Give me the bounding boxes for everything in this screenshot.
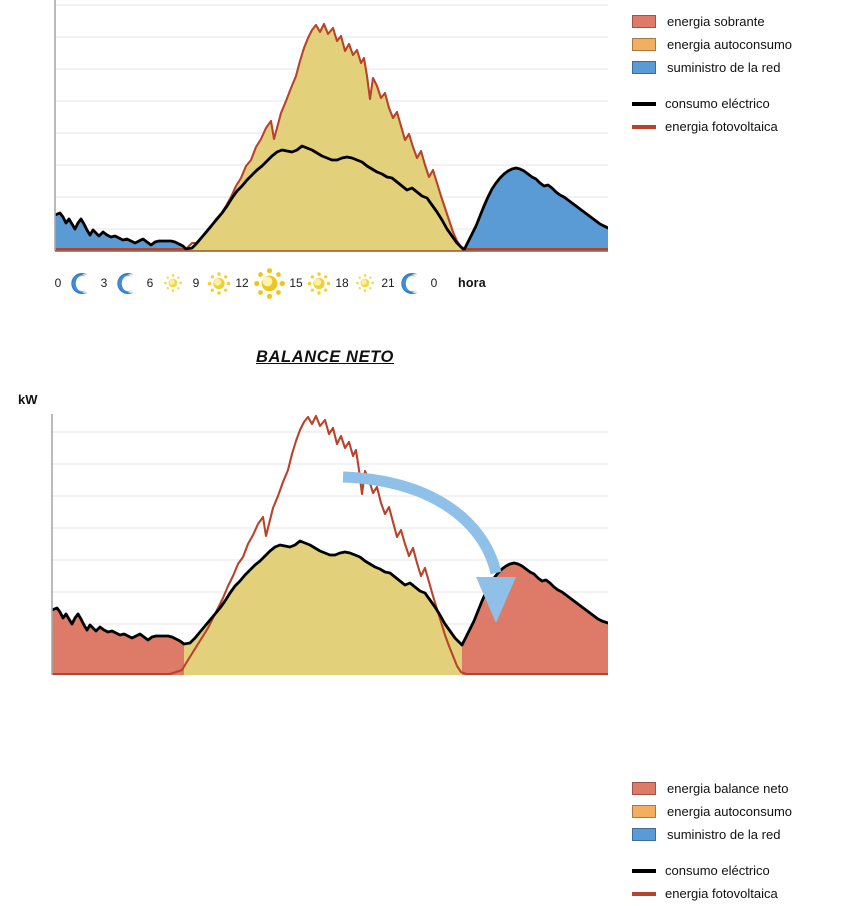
x-tick-3: 3 xyxy=(100,276,108,290)
chart-title-balance-neto: BALANCE NETO xyxy=(256,348,394,366)
sun-icon xyxy=(352,272,378,294)
line-balance-energia-fotovoltaica xyxy=(52,414,608,675)
legend-label: energia balance neto xyxy=(667,781,789,796)
x-tick-12: 12 xyxy=(235,276,249,290)
curved-arrow-annotation xyxy=(342,471,516,623)
chart-autoconsumo: 0 3 6 9 12 15 18 xyxy=(0,0,855,310)
moon-icon xyxy=(68,271,94,296)
chart-balance-neto: BALANCE NETO kW xyxy=(0,340,855,900)
swatch-icon xyxy=(632,38,656,51)
legend-label: consumo eléctrico xyxy=(665,863,770,878)
line-balance-consumo-electrico xyxy=(52,539,608,647)
legend-label: energia autoconsumo xyxy=(667,37,793,52)
legend-item-energia-autoconsumo: energia autoconsumo xyxy=(632,34,792,55)
legend-label: suministro de la red xyxy=(667,60,781,75)
x-axis-labels-top: 0 3 6 9 12 15 18 xyxy=(48,265,648,301)
legend-label: energia autoconsumo xyxy=(667,804,793,819)
legend-item-consumo-electrico: consumo eléctrico xyxy=(632,93,792,114)
legend-item-suministro-red: suministro de la red xyxy=(632,824,792,845)
legend-label: suministro de la red xyxy=(667,827,781,842)
x-tick-0: 0 xyxy=(54,276,62,290)
legend-item-suministro-red: suministro de la red xyxy=(632,57,792,78)
swatch-icon xyxy=(632,805,656,818)
sun-icon xyxy=(306,270,332,297)
legend-item-energia-fotovoltaica: energia fotovoltaica xyxy=(632,116,792,137)
x-tick-18: 18 xyxy=(335,276,349,290)
sun-icon xyxy=(206,270,232,297)
legend-item-energia-autoconsumo: energia autoconsumo xyxy=(632,801,792,822)
sun-icon xyxy=(160,272,186,294)
gridlines-bottom xyxy=(52,431,608,625)
swatch-icon xyxy=(632,61,656,74)
moon-icon xyxy=(114,271,140,296)
line-consumo-electrico xyxy=(55,144,608,251)
swatch-icon xyxy=(632,782,656,795)
legend-item-energia-sobrante: energia sobrante xyxy=(632,11,792,32)
chart-balance-neto-plot xyxy=(51,414,608,675)
legend-spacer xyxy=(632,847,792,860)
legend-label: energia fotovoltaica xyxy=(665,119,778,134)
legend-autoconsumo: energia sobrante energia autoconsumo sum… xyxy=(632,11,792,139)
area-suministro-red-tarde xyxy=(464,168,608,251)
x-axis-unit-label: hora xyxy=(458,276,486,290)
legend-item-energia-fotovoltaica: energia fotovoltaica xyxy=(632,883,792,904)
chart-autoconsumo-plot xyxy=(54,0,608,252)
legend-item-energia-balance-neto: energia balance neto xyxy=(632,778,792,799)
y-axis-unit-label: kW xyxy=(18,392,38,407)
legend-label: energia fotovoltaica xyxy=(665,886,778,901)
x-tick-21: 21 xyxy=(381,276,395,290)
legend-label: energia sobrante xyxy=(667,14,765,29)
line-icon xyxy=(632,124,656,129)
area-energia-autoconsumo xyxy=(186,24,464,250)
line-icon xyxy=(632,101,656,106)
line-icon xyxy=(632,891,656,896)
area-autoconsumo-base xyxy=(186,146,510,251)
x-tick-9: 9 xyxy=(192,276,200,290)
x-tick-15: 15 xyxy=(289,276,303,290)
legend-balance-neto: energia balance neto energia autoconsumo… xyxy=(632,778,792,906)
sun-icon xyxy=(252,267,286,300)
swatch-icon xyxy=(632,15,656,28)
legend-label: consumo eléctrico xyxy=(665,96,770,111)
legend-spacer xyxy=(632,80,792,93)
line-icon xyxy=(632,868,656,873)
x-tick-6: 6 xyxy=(146,276,154,290)
moon-icon xyxy=(398,271,424,296)
area-balance-autoconsumo xyxy=(184,541,462,675)
area-suministro-red xyxy=(55,213,186,251)
x-tick-24: 0 xyxy=(430,276,438,290)
legend-item-consumo-electrico: consumo eléctrico xyxy=(632,860,792,881)
swatch-icon xyxy=(632,828,656,841)
area-balance-neto-noche xyxy=(52,608,184,675)
